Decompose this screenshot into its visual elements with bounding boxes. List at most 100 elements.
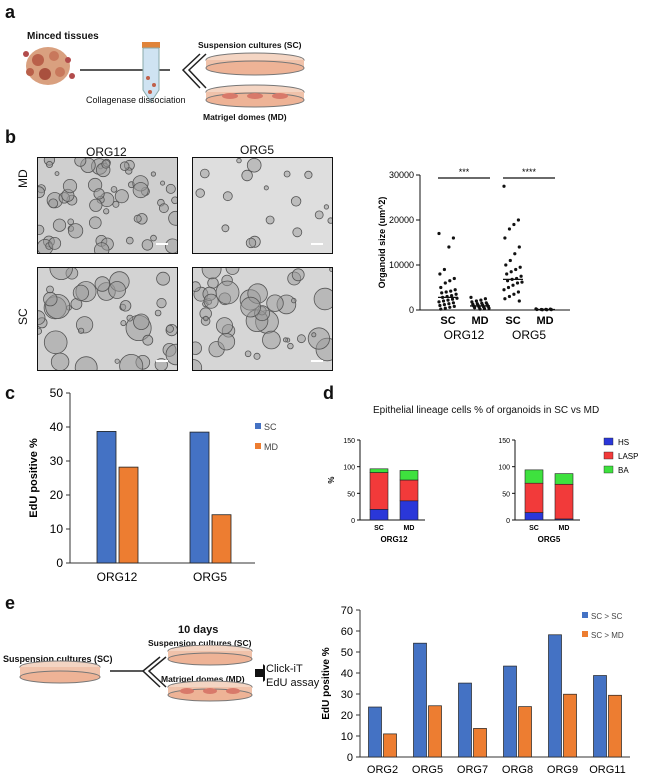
y-tick-label: 0 [347, 752, 353, 764]
data-point [487, 306, 491, 310]
panel-d-label: d [323, 383, 334, 403]
x-category-label: MD [536, 315, 553, 327]
chart-edu-e: 0 10 20 30 40 50 60 70 EdU positive % ORG2 ORG5 ORG… [321, 605, 630, 776]
organoid-blob [165, 183, 176, 194]
data-point [438, 272, 442, 276]
organoid-blob [160, 180, 166, 186]
bar [413, 642, 427, 758]
group-label: ORG12 [444, 328, 485, 342]
stacked-segment [399, 470, 419, 481]
data-point [447, 245, 451, 249]
data-point [520, 280, 524, 284]
data-point [451, 301, 455, 305]
data-point [482, 307, 487, 311]
chart-edu-c: 0 10 20 30 40 50 EdU positive % ORG12 ORG5 SC MD [28, 386, 278, 584]
data-point [516, 218, 520, 222]
y-axis-title: % [327, 476, 336, 483]
x-category-label: ORG7 [457, 764, 488, 776]
organoid-blob [54, 171, 60, 177]
y-tick-label: 30000 [389, 170, 414, 180]
data-point [503, 297, 507, 301]
y-tick-label: 100 [498, 465, 510, 472]
organoid-blob [48, 198, 59, 209]
data-point [519, 274, 523, 278]
data-point [483, 297, 487, 301]
organoid-blob [38, 327, 42, 335]
organoid-blob [132, 182, 149, 199]
y-tick-label: 0 [56, 556, 63, 570]
organoid-blob [150, 171, 157, 177]
organoid-blob [120, 320, 127, 327]
panel-e-label: e [5, 593, 16, 613]
panel-e-diagram [19, 645, 265, 702]
organoid-blob [195, 188, 205, 198]
y-tick-label: 100 [343, 465, 355, 472]
group-label: ORG5 [538, 535, 561, 544]
organoid-blob [292, 227, 303, 238]
data-point [511, 283, 515, 287]
bar [458, 682, 472, 758]
organoid-blob [114, 358, 120, 364]
x-category-label: ORG12 [97, 570, 138, 584]
e-sc-right-label: Suspension cultures (SC) [148, 638, 252, 648]
organoid-blob [89, 198, 103, 212]
x-category-label: ORG5 [193, 570, 227, 584]
data-point [507, 294, 511, 299]
data-point [443, 306, 447, 310]
y-tick-label: 0 [506, 518, 510, 525]
x-category-label: ORG11 [589, 764, 625, 776]
organoid-blob [150, 234, 157, 242]
data-point [509, 270, 513, 274]
x-category-label: ORG9 [547, 764, 578, 776]
y-tick-label: 0 [409, 305, 414, 315]
organoid-blob [290, 196, 302, 207]
data-point [452, 276, 456, 281]
data-point [474, 299, 478, 303]
organoid-blob [119, 161, 130, 171]
data-point [451, 236, 455, 240]
micrograph-org5-md [192, 157, 333, 254]
bar [593, 675, 607, 758]
data-point [443, 281, 447, 285]
data-point [512, 292, 516, 296]
panel-a-label: a [5, 2, 16, 22]
organoid-blob [215, 317, 234, 335]
organoid-blob [126, 236, 134, 245]
organoid-blob [133, 214, 142, 223]
organoid-blob [88, 216, 102, 229]
data-point [517, 245, 521, 249]
organoid-blob [72, 284, 90, 301]
md-label: Matrigel domes (MD) [203, 112, 287, 122]
organoid-blob [193, 359, 203, 370]
micrograph-org12-md [37, 157, 178, 254]
stacked-segment [399, 500, 419, 521]
dish-md-icon [205, 84, 305, 108]
data-point [503, 236, 507, 240]
legend-swatch [603, 465, 614, 474]
group-label: ORG5 [512, 328, 546, 342]
organoid-blob [329, 268, 332, 272]
y-axis-title: EdU positive % [28, 438, 40, 518]
y-tick-label: 50 [50, 386, 64, 400]
stacked-segment [524, 512, 544, 521]
organoid-blob [119, 354, 144, 370]
organoid-blob [38, 224, 45, 235]
organoid-blob [313, 287, 332, 311]
legend-label: SC > MD [591, 631, 624, 640]
data-point [502, 184, 506, 188]
legend-swatch [255, 443, 261, 449]
organoid-blob [221, 224, 230, 233]
organoid-blob [245, 237, 257, 249]
data-point [453, 288, 457, 292]
x-category-label: MD [471, 315, 488, 327]
y-tick-label: 40 [50, 420, 64, 434]
micrograph-org12-sc [37, 267, 178, 371]
data-point [444, 290, 448, 294]
assay-line2: EdU assay [266, 677, 320, 689]
data-point [450, 294, 454, 298]
data-point [502, 288, 506, 292]
organoid-blob [52, 218, 67, 232]
panel-b-label: b [5, 127, 16, 147]
x-category-label: ORG2 [367, 764, 398, 776]
data-point [505, 272, 509, 276]
